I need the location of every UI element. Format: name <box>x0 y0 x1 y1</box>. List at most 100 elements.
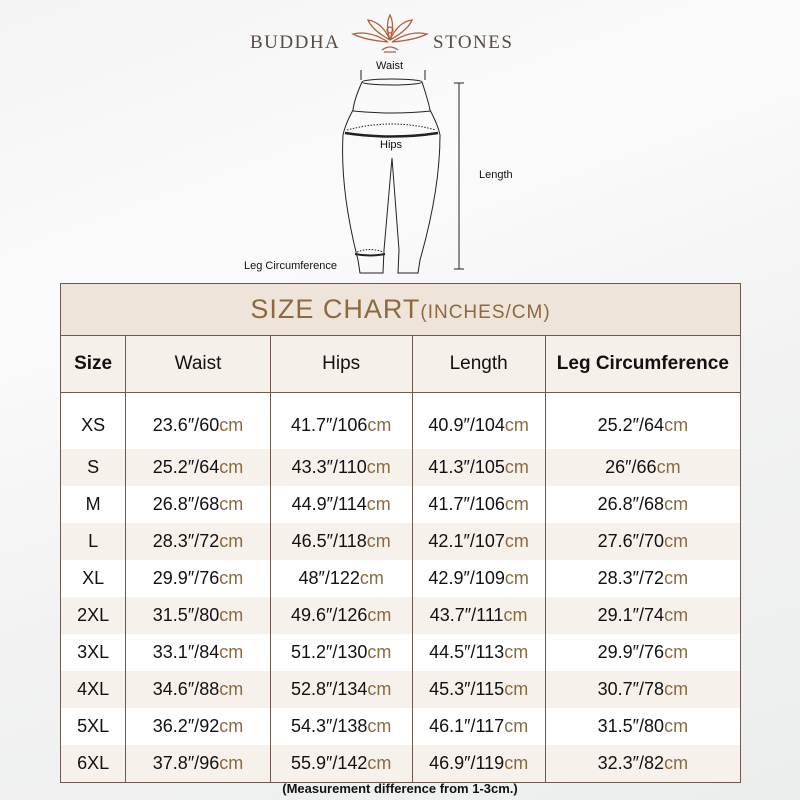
length-label: Length <box>479 169 513 181</box>
measurement-cell: 26.8″/68cm <box>544 486 742 523</box>
column-header: Size <box>59 335 127 393</box>
cell-value: 46.9″/119 <box>429 753 505 773</box>
cell-value: 34.6″/88 <box>152 679 220 699</box>
size-cell: 5XL <box>59 708 127 745</box>
cell-value: 6XL <box>77 753 110 773</box>
measurement-cell: 54.3″/138cm <box>269 708 413 745</box>
hips-label: Hips <box>380 139 403 151</box>
unit-label: cm <box>367 753 392 773</box>
cell-value: 41.7″/106 <box>290 414 368 435</box>
size-cell: S <box>59 449 127 486</box>
measurement-cell: 29.9″/76cm <box>125 560 271 597</box>
measurement-cell: 23.6″/60cm <box>125 392 271 449</box>
cell-value: L <box>88 531 99 551</box>
measurement-cell: 37.8″/96cm <box>125 745 271 783</box>
unit-label: cm <box>656 457 681 477</box>
unit-label: cm <box>503 605 528 625</box>
unit-label: cm <box>359 568 384 588</box>
table-row: 5XL 36.2″/92cm 54.3″/138cm 46.1″/117cm 31.5″… <box>59 708 742 745</box>
cell-value: 31.5″/80 <box>597 716 665 736</box>
measurement-cell: 42.9″/109cm <box>411 560 546 597</box>
unit-label: cm <box>504 494 529 514</box>
table-row: 6XL 37.8″/96cm 55.9″/142cm 46.9″/119cm 32.3″… <box>59 745 742 783</box>
table-row: L 28.3″/72cm 46.5″/118cm 42.1″/107cm 27.6″/7… <box>59 523 742 560</box>
measurement-cell: 25.2″/64cm <box>544 392 742 449</box>
cell-value: 49.6″/126 <box>290 605 368 625</box>
measurement-note: (Measurement difference from 1-3cm.) <box>282 781 518 796</box>
cell-value: 42.1″/107 <box>428 531 505 551</box>
measurement-cell: 41.7″/106cm <box>411 486 546 523</box>
unit-label: cm <box>219 414 244 435</box>
measurement-cell: 42.1″/107cm <box>411 523 546 560</box>
unit-label: cm <box>367 716 392 736</box>
cell-value: 41.3″/105 <box>428 457 505 477</box>
size-cell: L <box>59 523 127 560</box>
cell-value: 37.8″/96 <box>152 753 220 773</box>
measurement-cell: 40.9″/104cm <box>411 392 546 449</box>
unit-label: cm <box>664 568 689 588</box>
unit-label: cm <box>219 605 244 625</box>
cell-value: 42.9″/109 <box>428 568 505 588</box>
unit-label: cm <box>664 531 689 551</box>
column-header: Length <box>411 335 546 393</box>
table-row: XS 23.6″/60cm 41.7″/106cm 40.9″/104cm 25.2″/… <box>59 392 742 449</box>
cell-value: 54.3″/138 <box>290 716 368 736</box>
size-cell: XS <box>59 392 127 449</box>
measurement-cell: 36.2″/92cm <box>125 708 271 745</box>
unit-label: cm <box>367 414 392 435</box>
unit-label: cm <box>366 457 391 477</box>
leg-circumference-label: Leg Circumference <box>244 260 337 272</box>
unit-label: cm <box>504 414 529 435</box>
measurement-cell: 26.8″/68cm <box>125 486 271 523</box>
unit-label: cm <box>664 753 689 773</box>
measurement-cell: 44.9″/114cm <box>269 486 413 523</box>
cell-value: 55.9″/142 <box>290 753 368 773</box>
measurement-cell: 51.2″/130cm <box>269 634 413 671</box>
brand-name-right: STONES <box>433 32 514 53</box>
measurement-cell: 34.6″/88cm <box>125 671 271 708</box>
size-cell: M <box>59 486 127 523</box>
unit-label: cm <box>504 568 529 588</box>
unit-label: cm <box>504 679 529 699</box>
table-row: S 25.2″/64cm 43.3″/110cm 41.3″/105cm 26″/66c… <box>59 449 742 486</box>
unit-label: cm <box>367 605 392 625</box>
cell-value: 2XL <box>77 605 110 625</box>
unit-label: cm <box>219 716 244 736</box>
measurement-cell: 52.8″/134cm <box>269 671 413 708</box>
cell-value: 26″/66 <box>605 457 657 477</box>
cell-value: 44.9″/114 <box>291 494 367 514</box>
measurement-cell: 28.3″/72cm <box>125 523 271 560</box>
cell-value: 52.8″/134 <box>290 679 368 699</box>
unit-label: cm <box>664 494 689 514</box>
measurement-cell: 29.9″/76cm <box>544 634 742 671</box>
cell-value: XS <box>81 414 106 435</box>
unit-label: cm <box>219 679 244 699</box>
cell-value: 41.7″/106 <box>428 494 505 514</box>
cell-value: 28.3″/72 <box>152 531 220 551</box>
cell-value: 51.2″/130 <box>290 642 368 662</box>
measurement-cell: 45.3″/115cm <box>411 671 546 708</box>
unit-label: cm <box>219 531 244 551</box>
table-title: SIZE CHART(INCHES/CM) <box>60 283 741 336</box>
cell-value: 27.6″/70 <box>597 531 665 551</box>
unit-label: cm <box>504 531 529 551</box>
cell-value: 33.1″/84 <box>152 642 220 662</box>
cell-value: 29.9″/76 <box>597 642 665 662</box>
pants-diagram <box>342 13 464 274</box>
cell-value: M <box>85 494 101 514</box>
cell-value: 36.2″/92 <box>152 716 220 736</box>
cell-value: 5XL <box>77 716 110 736</box>
cell-value: 46.5″/118 <box>291 531 367 551</box>
measurement-cell: 44.5″/113cm <box>411 634 546 671</box>
measurement-cell: 25.2″/64cm <box>125 449 271 486</box>
measurement-cell: 31.5″/80cm <box>125 597 271 634</box>
unit-label: cm <box>367 679 392 699</box>
cell-value: 28.3″/72 <box>597 568 665 588</box>
cell-value: 46.1″/117 <box>429 716 505 736</box>
measurement-cell: 48″/122cm <box>269 560 413 597</box>
cell-value: XL <box>82 568 105 588</box>
unit-label: cm <box>219 568 244 588</box>
unit-label: cm <box>504 642 529 662</box>
measurement-cell: 49.6″/126cm <box>269 597 413 634</box>
